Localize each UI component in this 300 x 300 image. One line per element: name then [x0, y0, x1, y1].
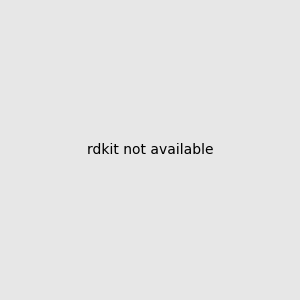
Text: rdkit not available: rdkit not available — [87, 143, 213, 157]
